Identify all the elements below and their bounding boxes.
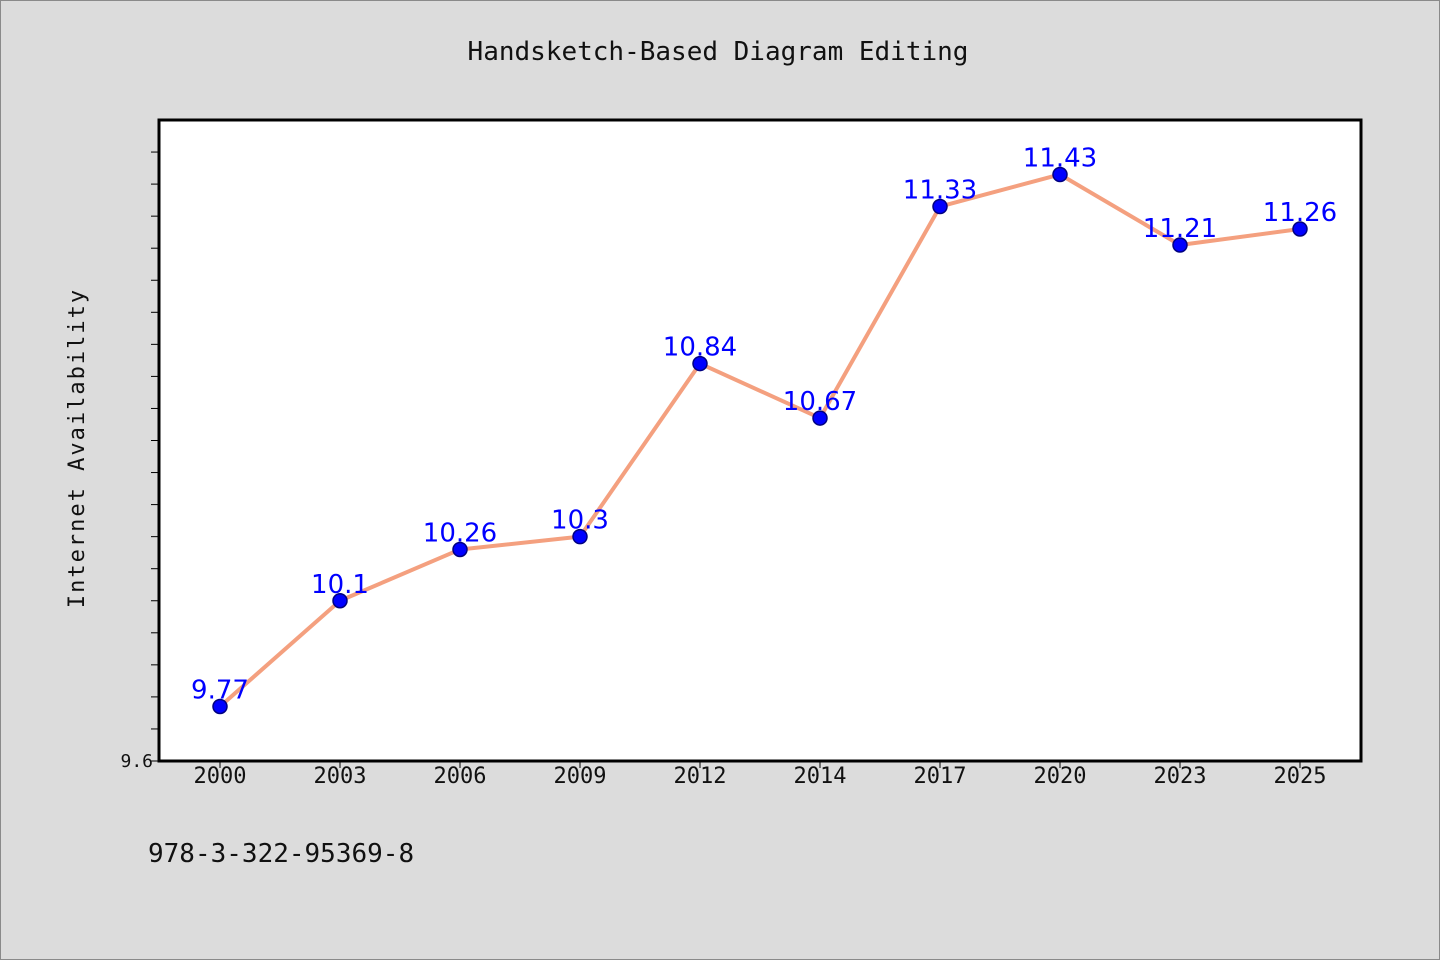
data-point [692,355,708,372]
data-labels: 9.77 10.1 10.26 10.3 10.84 10.67 11.33 11.43 11.… [191,143,1337,705]
x-tick-label: 2006 [434,764,487,789]
y-axis-ticks: 9.6 [120,151,159,772]
data-point [1052,166,1068,183]
data-label: 11.21 [1143,214,1217,244]
plot-area [159,120,1361,761]
data-label: 11.43 [1023,143,1097,173]
data-label: 10.84 [663,333,737,363]
data-point [1292,221,1308,237]
x-tick-label: 2023 [1154,764,1207,789]
data-point [332,593,348,609]
y-axis-label: Internet Availability [65,288,90,608]
plot-border [157,118,1363,763]
data-point [452,541,468,558]
x-axis-ticks: 2000 2003 2006 2009 2012 2014 2017 2020 2023 2025 [194,761,1327,789]
y-tick-label: 9.6 [120,751,153,772]
x-tick-label: 2000 [194,764,247,789]
data-label: 10.67 [783,387,857,417]
data-point [1172,237,1188,253]
chart-title: Handsketch-Based Diagram Editing [468,37,969,67]
data-label: 10.3 [551,506,609,536]
x-tick-label: 2009 [554,764,607,789]
data-label: 11.33 [903,176,977,206]
data-label: 10.26 [423,518,497,548]
series-markers [212,166,1308,715]
data-point [812,410,828,426]
data-point [212,698,228,715]
footer-code: 978-3-322-95369-8 [148,839,414,869]
data-point [932,198,948,215]
data-label: 11.26 [1263,198,1337,228]
data-label: 10.1 [311,570,369,600]
series-line [218,172,1301,709]
x-tick-label: 2020 [1034,764,1087,789]
x-tick-label: 2014 [794,764,847,789]
x-tick-label: 2017 [914,764,967,789]
data-point [572,528,588,545]
x-tick-label: 2025 [1274,764,1327,789]
x-tick-label: 2012 [674,764,727,789]
x-tick-label: 2003 [314,764,367,789]
data-label: 9.77 [191,676,249,706]
